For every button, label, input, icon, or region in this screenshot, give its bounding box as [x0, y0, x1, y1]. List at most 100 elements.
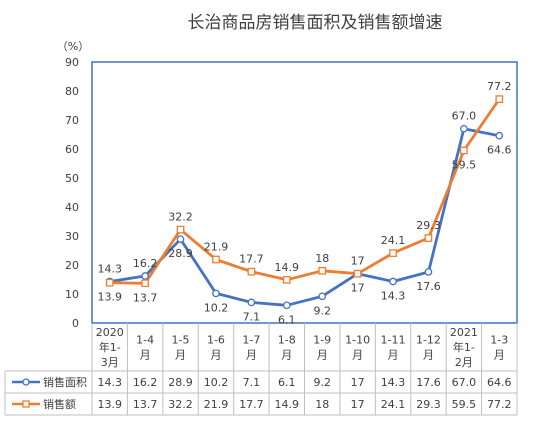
x-tick-label: 1-8 — [278, 334, 296, 347]
table-cell: 9.2 — [313, 376, 331, 389]
table-cell: 13.9 — [97, 398, 122, 411]
x-tick-label: 3月 — [101, 356, 119, 369]
x-tick-label: 月 — [175, 349, 186, 362]
table-cell: 17.6 — [416, 376, 441, 389]
data-point — [318, 266, 327, 275]
data-table: 2020年1-3月1-4月1-5月1-6月1-7月1-8月1-9月1-10月1-… — [4, 323, 518, 416]
table-cell: 24.1 — [381, 398, 406, 411]
x-tick-label: 月 — [388, 349, 399, 362]
y-tick-label: 0 — [72, 317, 79, 330]
x-tick-label: 1-4 — [136, 334, 154, 347]
data-point — [176, 225, 185, 234]
data-point — [212, 289, 220, 298]
series-line — [109, 98, 501, 285]
table-cell: 14.3 — [381, 376, 406, 389]
data-point — [389, 249, 397, 257]
table-cell: 32.2 — [168, 398, 193, 411]
plot-area-border — [91, 61, 518, 324]
data-point — [495, 95, 504, 103]
y-tick-label: 70 — [65, 114, 79, 127]
y-tick-label: 90 — [65, 56, 79, 69]
x-tick-label: 月 — [494, 349, 505, 362]
data-point — [460, 124, 468, 133]
table-cell: 21.9 — [204, 398, 229, 411]
data-label: 9.2 — [313, 304, 331, 317]
y-tick-label: 20 — [65, 259, 79, 272]
y-axis-unit: （%） — [57, 40, 89, 53]
data-label: 17 — [351, 282, 365, 295]
x-tick-label: 1-3 — [490, 334, 508, 347]
data-label: 29.3 — [416, 219, 441, 232]
x-tick-label: 1-12 — [416, 334, 441, 347]
x-tick-label: 月 — [140, 349, 151, 362]
x-tick-label: 1-9 — [313, 334, 331, 347]
table-cell: 77.2 — [487, 398, 512, 411]
x-tick-label: 1-7 — [242, 334, 260, 347]
x-tick-label: 2020 — [96, 326, 124, 339]
data-label: 77.2 — [487, 80, 512, 93]
data-label: 24.1 — [381, 234, 406, 247]
table-cell: 59.5 — [452, 398, 477, 411]
x-tick-label: 月 — [210, 349, 221, 362]
chart-title: 长治商品房销售面积及销售额增速 — [188, 13, 443, 33]
data-label: 17.7 — [239, 253, 264, 266]
table-cell: 6.1 — [278, 376, 296, 389]
legend-marker — [22, 378, 30, 386]
x-tick-label: 1-10 — [345, 334, 370, 347]
table-cell: 17 — [351, 376, 365, 389]
table-cell: 67.0 — [452, 376, 477, 389]
data-label: 64.6 — [487, 144, 512, 157]
data-label: 14.9 — [275, 261, 300, 274]
data-label: 10.2 — [204, 301, 229, 314]
data-label: 17.6 — [416, 280, 441, 293]
x-tick-label: 2021 — [450, 326, 478, 339]
table-cell: 17 — [351, 398, 365, 411]
table-cell: 64.6 — [487, 376, 512, 389]
data-labels: 14.3 13.9 16.2 13.7 28.9 32.2 10.2 21.9 7.1 17.7 6… — [97, 80, 511, 326]
table-cell: 14.3 — [97, 376, 122, 389]
data-label: 17 — [351, 255, 365, 268]
x-tick-label: 月 — [281, 349, 292, 362]
table-cell: 16.2 — [133, 376, 158, 389]
data-point — [460, 146, 468, 155]
y-tick-label: 30 — [65, 230, 79, 243]
data-point — [247, 267, 256, 276]
table-cell: 7.1 — [243, 376, 261, 389]
data-point — [318, 292, 327, 301]
y-tick-label: 40 — [65, 201, 79, 214]
y-axis: 0 10 20 30 40 50 60 70 80 90 — [65, 56, 79, 330]
table-cell: 28.9 — [168, 376, 193, 389]
legend-marker — [22, 400, 30, 408]
y-tick-label: 60 — [65, 143, 79, 156]
data-point — [353, 269, 362, 278]
table-cell: 14.9 — [275, 398, 300, 411]
x-tick-label: 年1- — [99, 340, 121, 354]
data-point — [212, 255, 220, 264]
data-point — [495, 131, 504, 140]
y-tick-label: 80 — [65, 85, 79, 98]
data-point — [282, 301, 291, 310]
data-point — [176, 235, 185, 244]
x-tick-label: 月 — [423, 349, 434, 362]
y-tick-label: 50 — [65, 172, 79, 185]
data-point — [105, 278, 114, 287]
data-point — [247, 298, 256, 307]
data-label: 13.7 — [133, 291, 158, 304]
data-label: 6.1 — [278, 313, 296, 326]
data-point — [141, 279, 149, 288]
x-tick-label: 1-11 — [381, 334, 406, 347]
table-cell: 29.3 — [416, 398, 441, 411]
table-cell: 13.7 — [133, 398, 158, 411]
x-tick-label: 年1- — [453, 340, 475, 354]
x-tick-label: 1-5 — [172, 334, 190, 347]
data-point — [141, 272, 149, 280]
data-label: 21.9 — [204, 240, 229, 253]
data-label: 14.3 — [381, 290, 406, 303]
data-label: 16.2 — [133, 257, 158, 270]
data-label: 59.5 — [452, 158, 477, 171]
legend-label: 销售额 — [43, 397, 76, 411]
table-cell: 17.7 — [239, 398, 264, 411]
x-tick-label: 2月 — [455, 356, 473, 369]
data-point — [424, 234, 433, 242]
data-label: 28.9 — [168, 247, 193, 260]
